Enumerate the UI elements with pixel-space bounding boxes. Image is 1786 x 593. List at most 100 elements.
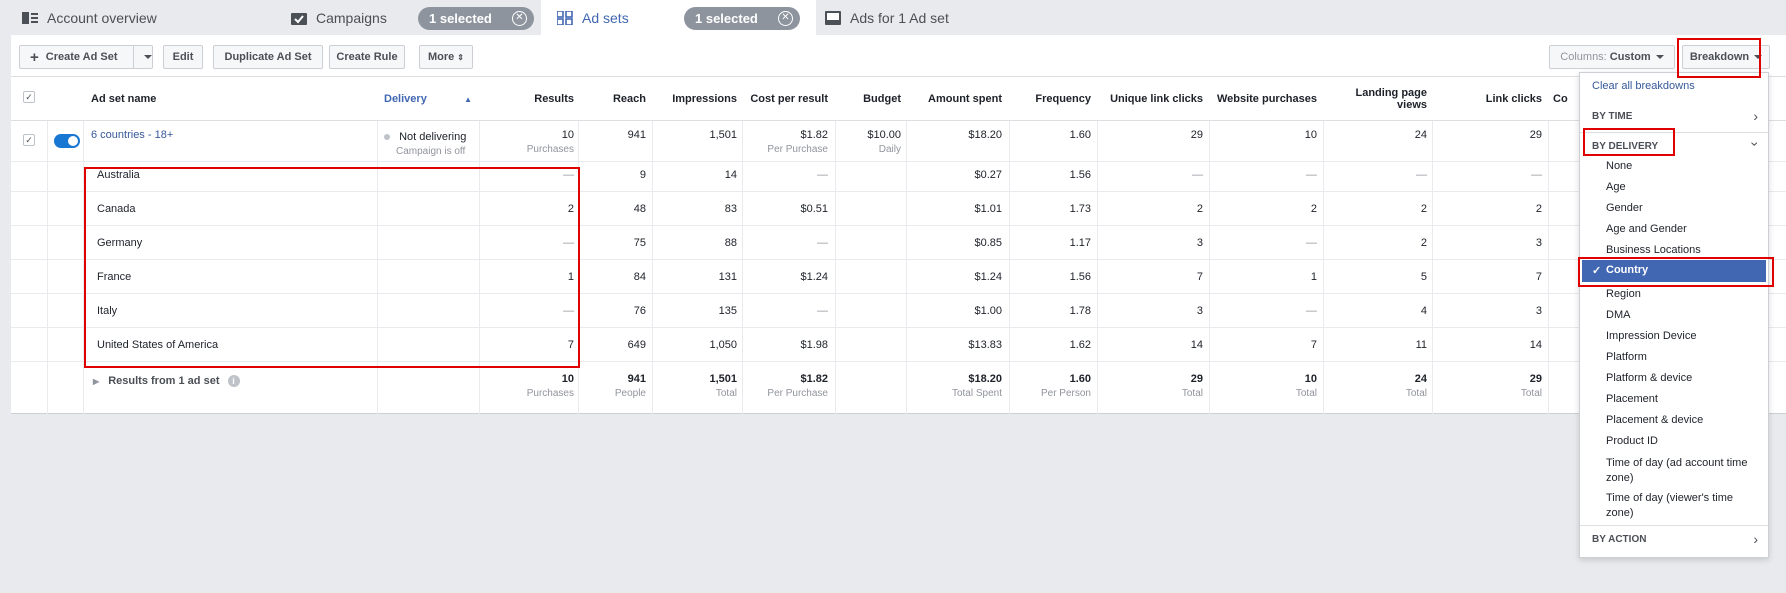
header-unique-link-clicks[interactable]: Unique link clicks	[1110, 93, 1203, 105]
ad-sets-selected-pill[interactable]: 1 selected ✕	[684, 7, 800, 30]
impressions-cell: 88	[724, 237, 737, 249]
breakdown-option-placement-device[interactable]: Placement & device	[1606, 414, 1704, 426]
frequency-cell: 1.78	[1069, 305, 1091, 317]
spent-cell: $13.83	[968, 339, 1002, 351]
breakdown-button[interactable]: Breakdown	[1682, 45, 1770, 69]
col-divider	[906, 77, 907, 414]
create-rule-button[interactable]: Create Rule	[329, 45, 405, 69]
header-ad-set-name[interactable]: Ad set name	[91, 93, 157, 105]
breakdown-option-age[interactable]: Age	[1606, 181, 1626, 193]
totals-label[interactable]: ▶ Results from 1 ad set i	[93, 375, 240, 387]
col-divider	[1097, 77, 1098, 414]
country-name: United States of America	[97, 339, 219, 351]
breakdown-option-product-id[interactable]: Product ID	[1606, 435, 1658, 447]
chevron-down-icon[interactable]	[144, 55, 152, 59]
breakdown-option-region[interactable]: Region	[1606, 288, 1641, 300]
breakdown-option-placement[interactable]: Placement	[1606, 393, 1658, 405]
reach-cell: 941	[627, 129, 646, 141]
results-cell: 2	[567, 203, 574, 215]
chevron-right-icon: ›	[1753, 531, 1758, 547]
total-frequency-value: 1.60	[1069, 373, 1091, 385]
clear-campaigns-icon[interactable]: ✕	[512, 11, 527, 26]
spent-cell: $1.01	[974, 203, 1002, 215]
col-divider	[479, 77, 480, 414]
select-all-checkbox[interactable]: ✓	[23, 91, 35, 103]
by-action-section[interactable]: BY ACTION ›	[1580, 531, 1768, 551]
lpv-cell: 5	[1420, 271, 1427, 283]
total-cost-value: $1.82	[800, 373, 828, 385]
header-website-purchases[interactable]: Website purchases	[1216, 93, 1317, 105]
col-divider	[1323, 77, 1324, 414]
header-delivery[interactable]: Delivery ▲	[384, 77, 472, 121]
total-cost-sub: Per Purchase	[767, 388, 828, 399]
total-reach-sub: People	[614, 388, 646, 399]
breakdown-option-time-viewer[interactable]: Time of day (viewer's time zone)	[1606, 492, 1733, 519]
total-impressions-value: 1,501	[709, 373, 737, 385]
clear-breakdowns-link[interactable]: Clear all breakdowns	[1592, 80, 1695, 92]
frequency-cell: 1.56	[1069, 271, 1091, 283]
unique-clicks-cell: 29	[1190, 129, 1203, 141]
breakdown-option-platform[interactable]: Platform	[1606, 351, 1647, 363]
clicks-cell: 14	[1529, 339, 1542, 351]
total-lpv-value: 24	[1414, 373, 1427, 385]
campaigns-selected-pill[interactable]: 1 selected ✕	[418, 7, 534, 30]
unique-clicks-cell: —	[1192, 169, 1203, 181]
total-unique-clicks: 29 Total	[1101, 373, 1203, 399]
header-cut-column[interactable]: Co	[1553, 93, 1568, 105]
ad-set-toggle[interactable]	[54, 134, 80, 148]
tab-bg-account	[0, 0, 270, 35]
breakdown-option-dma[interactable]: DMA	[1606, 309, 1631, 321]
tab-account-overview[interactable]: Account overview	[22, 0, 157, 35]
breakdown-option-platform-device[interactable]: Platform & device	[1606, 372, 1693, 384]
breakdown-option-gender[interactable]: Gender	[1606, 202, 1643, 214]
header-budget[interactable]: Budget	[863, 93, 901, 105]
impressions-cell: 1,050	[709, 339, 737, 351]
breakdown-option-time-account[interactable]: Time of day (ad account time zone)	[1606, 457, 1748, 484]
columns-button[interactable]: Columns: Custom	[1549, 45, 1675, 69]
columns-value: Custom	[1609, 51, 1651, 63]
duplicate-ad-set-button[interactable]: Duplicate Ad Set	[213, 45, 323, 69]
tab-ads[interactable]: Ads for 1 Ad set	[825, 0, 949, 35]
header-landing-page-views[interactable]: Landing page views	[1355, 87, 1428, 111]
reach-cell: 75	[633, 237, 646, 249]
cost-cell: $1.24	[800, 271, 828, 283]
edit-button[interactable]: Edit	[163, 45, 203, 69]
header-results[interactable]: Results	[534, 93, 574, 105]
results-cell: —	[563, 169, 574, 181]
header-link-clicks[interactable]: Link clicks	[1485, 93, 1542, 105]
frequency-cell: 1.60	[1069, 129, 1091, 141]
breakdown-label: Breakdown	[1689, 51, 1750, 63]
clear-ad-sets-icon[interactable]: ✕	[778, 11, 793, 26]
breakdown-option-none[interactable]: None	[1606, 160, 1633, 172]
country-name: Italy	[97, 305, 118, 317]
breakdown-option-age-gender[interactable]: Age and Gender	[1606, 223, 1687, 235]
create-ad-set-label: Create Ad Set	[45, 51, 118, 63]
header-reach[interactable]: Reach	[612, 93, 646, 105]
header-impressions[interactable]: Impressions	[672, 93, 737, 105]
tab-campaigns[interactable]: Campaigns	[291, 0, 387, 35]
by-delivery-section[interactable]: BY DELIVERY ›	[1580, 136, 1768, 156]
breakdown-option-business-locations[interactable]: Business Locations	[1606, 244, 1701, 256]
row-checkbox[interactable]: ✓	[23, 134, 35, 146]
more-button[interactable]: More ⇕	[419, 45, 473, 69]
header-cost-per-result[interactable]: Cost per result	[750, 93, 828, 105]
clicks-cell: 3	[1535, 237, 1542, 249]
ad-sets-table: ✓ Ad set name Delivery ▲ Results Reach I…	[11, 77, 1786, 414]
ad-set-row[interactable]: ✓ 6 countries - 18+ Not delivering Campa…	[11, 121, 1786, 162]
country-name: France	[97, 271, 132, 283]
total-spent-value: $18.20	[968, 373, 1002, 385]
col-divider	[377, 77, 378, 414]
info-icon[interactable]: i	[227, 375, 240, 387]
tab-ad-sets[interactable]: Ad sets	[556, 0, 629, 35]
breakdown-option-impression-device[interactable]: Impression Device	[1606, 330, 1697, 342]
ad-set-name-link[interactable]: 6 countries - 18+	[91, 129, 174, 141]
breakdown-option-country[interactable]: ✓ Country	[1582, 260, 1766, 282]
header-amount-spent[interactable]: Amount spent	[928, 93, 1002, 105]
frequency-cell: 1.56	[1069, 169, 1091, 181]
clicks-cell: 3	[1535, 305, 1542, 317]
header-frequency[interactable]: Frequency	[1035, 93, 1091, 105]
cost-value: $1.82	[800, 129, 828, 141]
by-time-section[interactable]: BY TIME ›	[1580, 108, 1768, 128]
total-purchases-value: 10	[1304, 373, 1317, 385]
create-ad-set-button[interactable]: + Create Ad Set	[19, 45, 153, 69]
